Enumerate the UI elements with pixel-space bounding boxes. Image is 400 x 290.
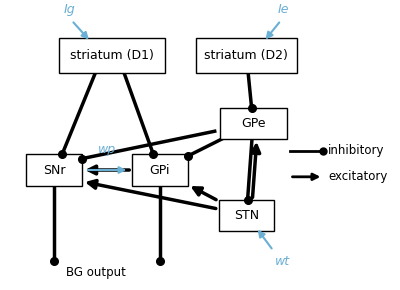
Text: excitatory: excitatory xyxy=(328,170,388,183)
Text: GPi: GPi xyxy=(150,164,170,177)
Text: striatum (D2): striatum (D2) xyxy=(204,49,288,62)
FancyBboxPatch shape xyxy=(196,38,297,73)
FancyBboxPatch shape xyxy=(26,155,82,186)
FancyBboxPatch shape xyxy=(220,108,287,139)
Text: wt: wt xyxy=(275,255,290,268)
FancyBboxPatch shape xyxy=(132,155,188,186)
Text: SNr: SNr xyxy=(43,164,66,177)
Text: Ig: Ig xyxy=(64,3,76,17)
Text: Ie: Ie xyxy=(277,3,289,17)
Text: GPe: GPe xyxy=(241,117,265,130)
Text: STN: STN xyxy=(234,209,259,222)
Text: inhibitory: inhibitory xyxy=(328,144,384,157)
FancyBboxPatch shape xyxy=(59,38,165,73)
Text: striatum (D1): striatum (D1) xyxy=(70,49,154,62)
Text: BG output: BG output xyxy=(66,266,126,279)
FancyBboxPatch shape xyxy=(218,200,274,231)
Text: wp: wp xyxy=(98,143,116,156)
